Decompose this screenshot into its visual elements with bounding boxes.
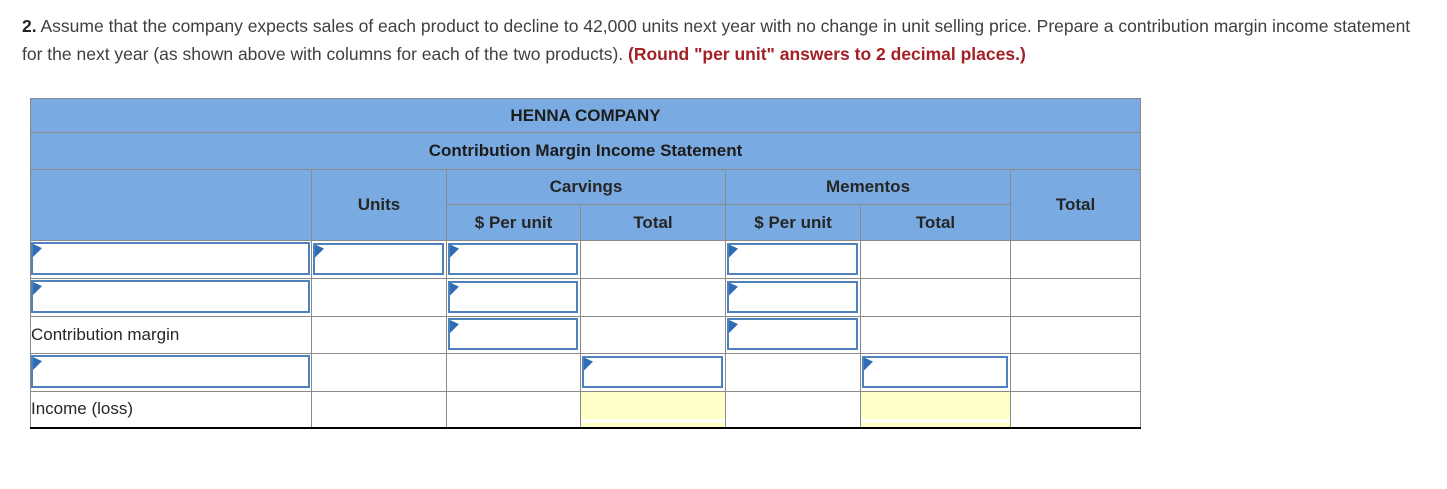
row2-label-input[interactable] — [31, 280, 310, 313]
sub-header-row: $ Per unit Total $ Per unit Total — [31, 204, 1141, 241]
contribution-margin-row-label: Contribution margin — [30, 316, 312, 354]
row1-carvings-per-unit-cell — [446, 240, 581, 279]
row2-label-cell — [30, 278, 312, 317]
table-row: Contribution margin — [30, 316, 1142, 354]
row3-carvings-per-unit-cell — [446, 316, 581, 354]
income-statement-table: HENNA COMPANY Contribution Margin Income… — [29, 98, 1142, 429]
question-body: Assume that the company expects sales of… — [22, 16, 1411, 64]
row4-label-input[interactable] — [31, 355, 310, 388]
row1-mementos-total-cell — [860, 240, 1011, 279]
row2-carvings-per-unit-input[interactable] — [448, 280, 578, 313]
row1-mementos-per-unit-input[interactable] — [727, 242, 858, 275]
row3-grand-total-cell — [1009, 316, 1142, 354]
table-row — [30, 353, 1142, 392]
row4-carvings-total-cell — [580, 353, 726, 392]
row1-grand-total-cell — [1009, 240, 1142, 279]
row2-mementos-per-unit-input[interactable] — [727, 280, 858, 313]
row2-carvings-total-cell — [580, 278, 726, 317]
row3-mementos-total-cell — [860, 316, 1011, 354]
income-statement-container: HENNA COMPANY Contribution Margin Income… — [29, 98, 1447, 429]
row5-mementos-per-unit-cell — [725, 391, 861, 429]
contribution-margin-carvings-per-unit-input[interactable] — [448, 318, 578, 350]
company-title: HENNA COMPANY — [29, 98, 1142, 133]
row2-units-cell — [311, 278, 447, 317]
row1-label-input[interactable] — [31, 242, 310, 275]
income-loss-row-label: Income (loss) — [30, 391, 312, 429]
table-row — [30, 240, 1142, 279]
row5-grand-total-cell — [1009, 391, 1142, 429]
row4-label-cell — [30, 353, 312, 392]
row1-label-cell — [30, 240, 312, 279]
row2-grand-total-cell — [1009, 278, 1142, 317]
row4-carvings-per-unit-cell — [446, 353, 581, 392]
row1-carvings-total-cell — [580, 240, 726, 279]
income-loss-mementos-total-cell — [860, 391, 1011, 429]
row1-units-cell — [311, 240, 447, 279]
carvings-total-header: Total — [580, 204, 726, 241]
row2-mementos-total-cell — [860, 278, 1011, 317]
row4-carvings-total-input[interactable] — [582, 355, 723, 388]
table-row: Income (loss) — [30, 391, 1142, 429]
row4-mementos-total-cell — [860, 353, 1011, 392]
contribution-margin-mementos-per-unit-input[interactable] — [727, 318, 858, 350]
row4-mementos-per-unit-cell — [725, 353, 861, 392]
mementos-total-header: Total — [860, 204, 1011, 241]
row3-mementos-per-unit-cell — [725, 316, 861, 354]
table-title-row: HENNA COMPANY — [29, 98, 1142, 133]
table-subtitle-row: Contribution Margin Income Statement — [29, 132, 1142, 170]
mementos-group-header: Mementos — [725, 169, 1011, 205]
row5-units-cell — [311, 391, 447, 429]
row3-carvings-total-cell — [580, 316, 726, 354]
row1-carvings-per-unit-input[interactable] — [448, 242, 578, 275]
row4-mementos-total-input[interactable] — [862, 355, 1008, 388]
row2-mementos-per-unit-cell — [725, 278, 861, 317]
row1-units-input[interactable] — [313, 242, 444, 275]
total-column-header: Total — [1009, 169, 1142, 241]
statement-subtitle: Contribution Margin Income Statement — [29, 132, 1142, 170]
carvings-group-header: Carvings — [446, 169, 726, 205]
mementos-per-unit-header: $ Per unit — [725, 204, 861, 241]
row2-carvings-per-unit-cell — [446, 278, 581, 317]
row4-grand-total-cell — [1009, 353, 1142, 392]
row4-units-cell — [311, 353, 447, 392]
question-number: 2. — [22, 16, 37, 36]
units-header: Units — [311, 169, 447, 241]
carvings-per-unit-header: $ Per unit — [446, 204, 581, 241]
row3-units-cell — [311, 316, 447, 354]
row1-mementos-per-unit-cell — [725, 240, 861, 279]
table-row — [30, 278, 1142, 317]
question-text: 2. Assume that the company expects sales… — [22, 12, 1430, 68]
row-label-header-cell — [30, 169, 312, 241]
question-instruction: (Round "per unit" answers to 2 decimal p… — [628, 44, 1026, 64]
income-loss-carvings-total-cell — [580, 391, 726, 429]
group-header-row: Units Carvings Mementos Total — [30, 169, 1142, 241]
row5-carvings-per-unit-cell — [446, 391, 581, 429]
